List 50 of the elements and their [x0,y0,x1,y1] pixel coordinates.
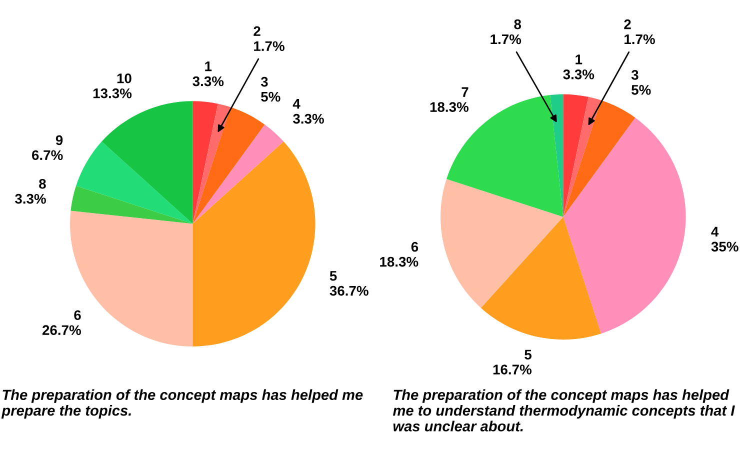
data-label: 6.7% [32,150,63,160]
text: The preparation of the concept maps has helped me to understand thermodynamic concepts that I was unclear about. [392,389,735,432]
pie-slice [440,179,564,308]
slice-label: 10 [117,73,132,84]
data-label: 26.7% [42,325,81,336]
data-label: 5% [632,85,651,95]
pie-slice [480,216,602,340]
slice-label: 3 [631,70,638,80]
data-label: 5% [261,92,280,102]
pie-slice [192,124,284,224]
data-label: 1.7% [490,34,522,44]
slice-label: 6 [411,242,418,252]
slice-label: 8 [514,19,522,30]
slice-label: 3 [260,76,268,87]
pie-slice [192,104,231,224]
pie-slice [563,118,686,334]
pie-slice [76,142,193,224]
slice-label: 2 [254,26,260,36]
pie-slice [192,107,265,224]
data-label: 1.7% [254,41,284,52]
data-label: 3.3% [14,194,46,204]
slice-label: 1 [205,62,212,72]
slice-label: 2 [624,19,631,30]
data-label: 36.7% [330,286,368,296]
pie-slice [563,94,588,217]
data-label: 13.3% [93,88,132,98]
slice-label: 5 [524,350,532,360]
pie-slice [70,186,193,224]
pie-slice [563,96,602,217]
data-label: 3.3% [192,76,224,86]
data-label: 3.3% [563,69,594,80]
pie-slice [192,101,218,224]
slice-label: 1 [576,54,582,64]
slice-label: 4 [711,226,719,236]
pie-slice [192,142,316,346]
pie-slice [563,100,636,217]
slice-label: 5 [330,271,337,281]
slice-label: 9 [56,135,63,146]
pie-slice [102,101,193,224]
data-label: 35% [711,242,738,252]
data-label: 16.7% [493,364,532,374]
data-label: 18.3% [430,102,469,112]
slice-label: 6 [74,310,81,320]
slice-label: 7 [462,87,468,97]
data-label: 1.7% [624,34,655,44]
data-label: 18.3% [380,256,418,267]
slice-label: 4 [292,99,300,109]
text: The preparation of the concept maps has helped me prepare the topics. [1,389,363,419]
slice-label: 8 [39,178,46,189]
data-label: 3.3% [292,114,324,124]
